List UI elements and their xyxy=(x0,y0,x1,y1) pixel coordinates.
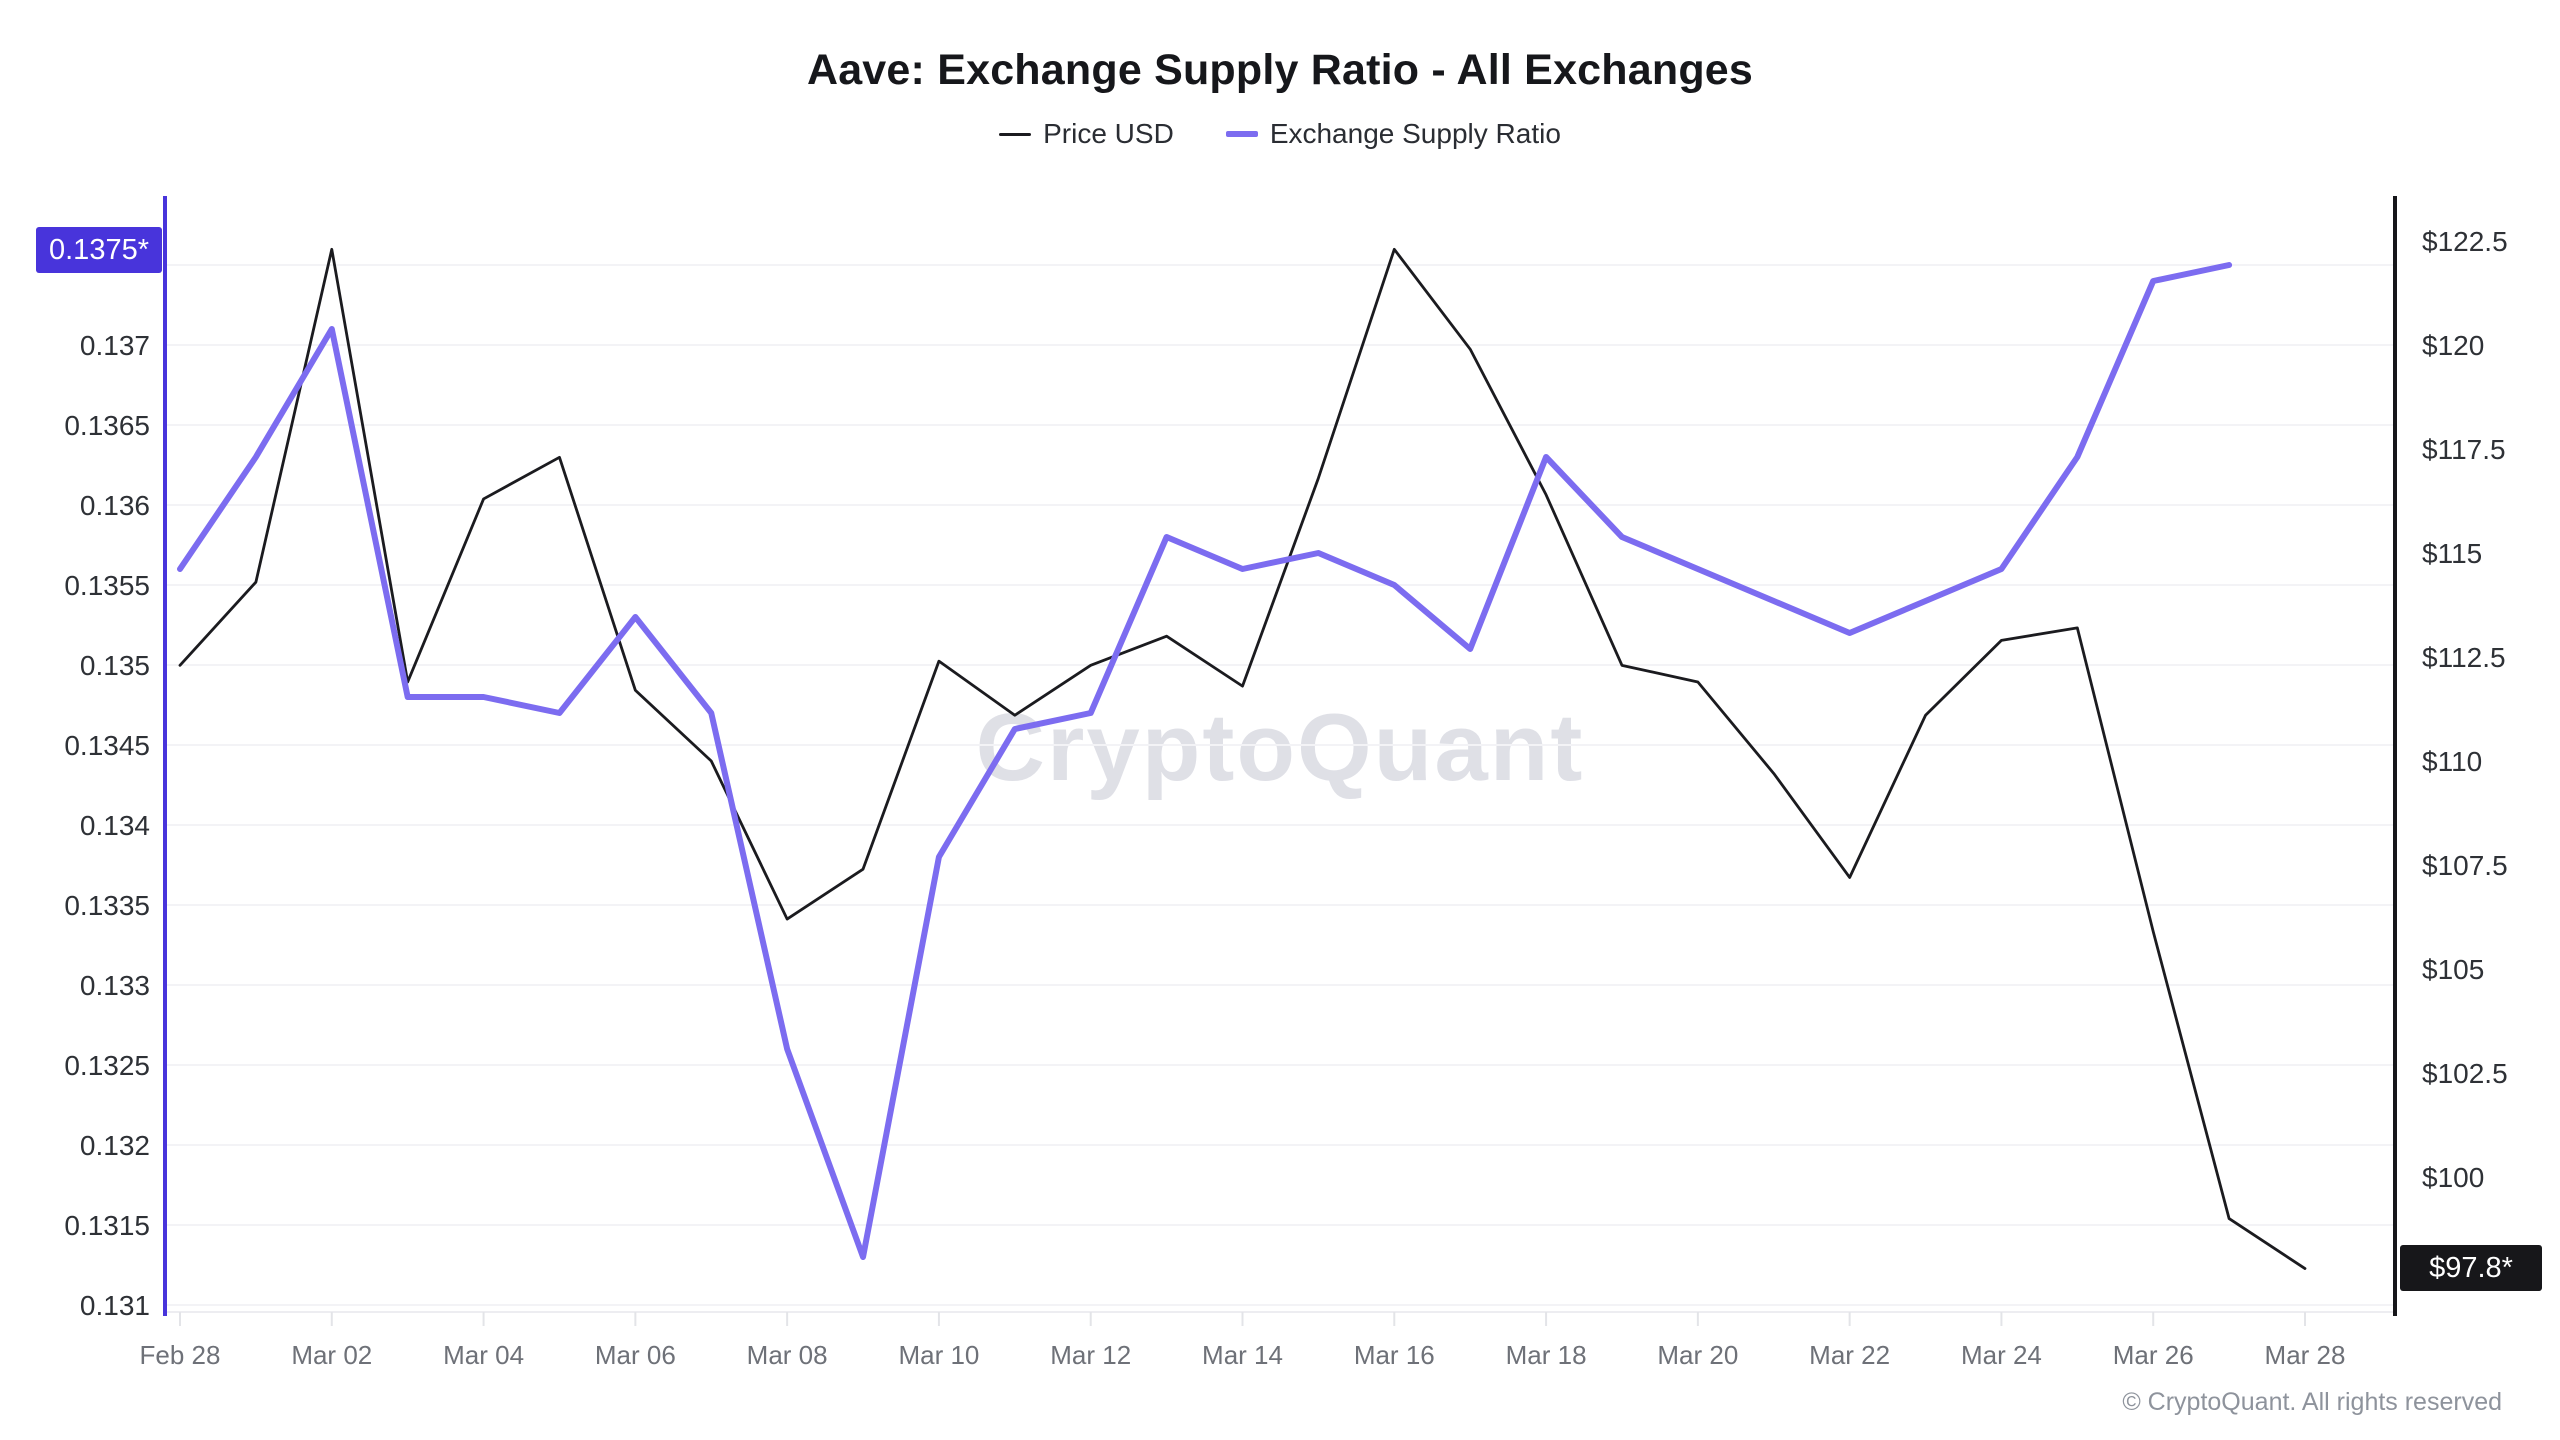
left-axis-tick-label: 0.1325 xyxy=(64,1050,150,1081)
right-axis-tick-label: $107.5 xyxy=(2422,850,2508,881)
x-tick-label: Mar 20 xyxy=(1657,1340,1738,1370)
right-axis-tick-label: $112.5 xyxy=(2422,642,2506,673)
chart-legend: Price USD Exchange Supply Ratio xyxy=(0,118,2560,150)
right-axis-tick-label: $100 xyxy=(2422,1162,2484,1193)
legend-item-price-usd[interactable]: Price USD xyxy=(999,118,1174,150)
x-tick-label: Mar 10 xyxy=(898,1340,979,1370)
legend-item-exchange-supply-ratio[interactable]: Exchange Supply Ratio xyxy=(1225,118,1561,150)
left-axis-tick-label: 0.136 xyxy=(80,490,150,521)
legend-label-exchange-supply-ratio: Exchange Supply Ratio xyxy=(1269,118,1561,149)
exchange-supply-ratio-line[interactable] xyxy=(177,262,2233,1260)
x-tick-label: Mar 28 xyxy=(2265,1340,2346,1370)
x-tick-label: Mar 04 xyxy=(443,1340,524,1370)
left-axis-tick-label: 0.1335 xyxy=(64,890,150,921)
right-axis-tick-label: $110 xyxy=(2422,746,2482,777)
x-tick-label: Feb 28 xyxy=(140,1340,221,1370)
left-axis-tick-label: 0.135 xyxy=(80,650,150,681)
right-axis-tick-label: $102.5 xyxy=(2422,1058,2508,1089)
left-axis-tick-label: 0.1315 xyxy=(64,1210,150,1241)
x-tick-label: Mar 22 xyxy=(1809,1340,1890,1370)
x-tick-label: Mar 12 xyxy=(1050,1340,1131,1370)
x-tick-label: Mar 14 xyxy=(1202,1340,1283,1370)
left-axis-tick-label: 0.132 xyxy=(80,1130,150,1161)
x-tick-label: Mar 06 xyxy=(595,1340,676,1370)
left-axis-tick-label: 0.1355 xyxy=(64,570,150,601)
copyright-notice: © CryptoQuant. All rights reserved xyxy=(2122,1388,2502,1416)
x-tick-label: Mar 16 xyxy=(1354,1340,1435,1370)
left-axis-tick-label: 0.1345 xyxy=(64,730,150,761)
right-axis-tick-label: $120 xyxy=(2422,330,2484,361)
x-tick-label: Mar 02 xyxy=(291,1340,372,1370)
cryptoquant-watermark: CryptoQuant xyxy=(975,694,1585,801)
price-usd-line[interactable] xyxy=(178,247,2307,1270)
left-axis-tick-label: 0.134 xyxy=(80,810,150,841)
x-tick-label: Mar 24 xyxy=(1961,1340,2042,1370)
x-tick-label: Mar 26 xyxy=(2113,1340,2194,1370)
left-axis-tick-label: 0.1365 xyxy=(64,410,150,441)
x-tick-label: Mar 08 xyxy=(747,1340,828,1370)
left-axis-tick-label: 0.131 xyxy=(80,1290,150,1321)
legend-label-price-usd: Price USD xyxy=(1043,118,1174,149)
left-axis-tick-label: 0.137 xyxy=(80,330,150,361)
right-axis-tick-label: $117.5 xyxy=(2422,434,2506,465)
right-axis-tick-label: $122.5 xyxy=(2422,226,2508,257)
x-tick-label: Mar 18 xyxy=(1506,1340,1587,1370)
left-axis-tick-label: 0.133 xyxy=(80,970,150,1001)
ratio-current-value-badge: 0.1375* xyxy=(36,227,162,273)
price-line-swatch-icon xyxy=(999,132,1032,136)
right-axis-tick-label: $115 xyxy=(2422,538,2482,569)
right-axis-tick-label: $105 xyxy=(2422,954,2484,985)
chart-title: Aave: Exchange Supply Ratio - All Exchan… xyxy=(806,46,1754,94)
price-current-value-badge: $97.8* xyxy=(2400,1245,2542,1291)
ratio-line-swatch-icon xyxy=(1225,131,1258,137)
